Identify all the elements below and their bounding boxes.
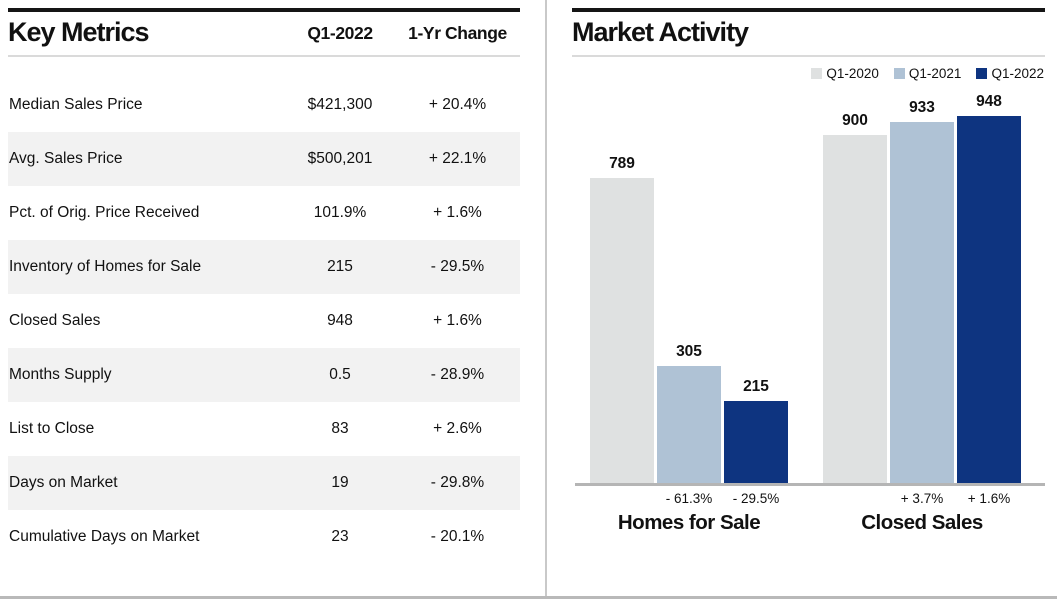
metric-change: - 29.5% — [430, 258, 485, 276]
legend-swatch-icon — [893, 68, 905, 79]
bar-value-label: 789 — [609, 155, 635, 172]
legend-label: Q1-2020 — [826, 66, 879, 81]
table-row: Cumulative Days on Market 23 - 20.1% — [8, 510, 520, 564]
metric-value: 19 — [331, 474, 349, 492]
legend-swatch-icon — [811, 68, 823, 79]
x-axis-line — [575, 483, 1045, 486]
metric-label: Cumulative Days on Market — [9, 528, 200, 546]
bottom-rule — [0, 596, 1057, 599]
bar-rect — [823, 135, 887, 484]
key-metrics-title: Key Metrics — [8, 17, 150, 47]
metric-value: 101.9% — [313, 204, 367, 222]
metric-change: - 20.1% — [430, 528, 485, 546]
bar-chart-plot: 789 305 215 900 933 948 — [572, 0, 1045, 484]
metric-value: 23 — [331, 528, 349, 546]
bar-closed-sales-q1-2020: 900 — [823, 108, 887, 484]
category-label-closed-sales: Closed Sales — [861, 511, 983, 534]
bar-rect — [890, 122, 954, 484]
key-metrics-panel: Key Metrics Q1-2022 1-Yr Change Median S… — [8, 8, 520, 564]
bar-value-label: 933 — [909, 99, 935, 116]
vertical-divider — [545, 0, 547, 599]
bar-rect — [724, 401, 788, 484]
metric-change: + 2.6% — [433, 420, 482, 438]
change-label: - 61.3% — [665, 491, 713, 506]
table-row: Inventory of Homes for Sale 215 - 29.5% — [8, 240, 520, 295]
metric-change: + 1.6% — [433, 312, 482, 330]
metric-label: Inventory of Homes for Sale — [9, 258, 202, 276]
key-metrics-header: Key Metrics Q1-2022 1-Yr Change — [8, 8, 520, 58]
column-header-period: Q1-2022 — [307, 23, 373, 44]
bar-rect — [957, 116, 1021, 484]
legend-item-q1-2021: Q1-2021 — [893, 66, 962, 81]
table-row: Days on Market 19 - 29.8% — [8, 456, 520, 511]
legend-label: Q1-2022 — [991, 66, 1044, 81]
table-row: Avg. Sales Price $500,201 + 22.1% — [8, 132, 520, 187]
metric-value: 948 — [327, 312, 353, 330]
bar-rect — [657, 366, 721, 484]
market-activity-panel: Market Activity Q1-2020 Q1-2021 Q1-2022 … — [572, 0, 1045, 600]
table-row: List to Close 83 + 2.6% — [8, 402, 520, 456]
bar-value-label: 215 — [743, 378, 769, 395]
bar-closed-sales-q1-2021: 933 — [890, 95, 954, 484]
table-row: Months Supply 0.5 - 28.9% — [8, 348, 520, 403]
bar-homes-for-sale-q1-2021: 305 — [657, 339, 721, 484]
metric-value: $500,201 — [307, 150, 373, 168]
bar-closed-sales-q1-2022: 948 — [957, 89, 1021, 484]
change-label: + 1.6% — [967, 491, 1011, 506]
table-row: Pct. of Orig. Price Received 101.9% + 1.… — [8, 186, 520, 240]
metric-value: 83 — [331, 420, 349, 438]
change-label: - 29.5% — [732, 491, 780, 506]
metric-value: 215 — [327, 258, 353, 276]
metric-label: Median Sales Price — [9, 96, 143, 114]
bar-homes-for-sale-q1-2020: 789 — [590, 151, 654, 484]
category-label-homes-for-sale: Homes for Sale — [617, 511, 761, 534]
bar-rect — [590, 178, 654, 484]
metrics-table: Median Sales Price $421,300 + 20.4% Avg.… — [8, 78, 520, 564]
table-row: Closed Sales 948 + 1.6% — [8, 294, 520, 348]
bar-value-label: 900 — [842, 112, 868, 129]
metric-value: 0.5 — [329, 366, 351, 384]
column-headers: Q1-2022 1-Yr Change — [285, 23, 520, 48]
market-activity-title: Market Activity — [572, 17, 749, 47]
legend-item-q1-2022: Q1-2022 — [976, 66, 1044, 81]
metric-change: + 22.1% — [428, 150, 487, 168]
metric-label: Days on Market — [9, 474, 118, 492]
metric-change: + 20.4% — [428, 96, 487, 114]
legend-label: Q1-2021 — [908, 66, 962, 81]
metric-label: Months Supply — [9, 366, 112, 384]
metric-label: Avg. Sales Price — [9, 150, 123, 168]
metric-change: - 28.9% — [430, 366, 485, 384]
bar-homes-for-sale-q1-2022: 215 — [724, 374, 788, 484]
table-row: Median Sales Price $421,300 + 20.4% — [8, 78, 520, 132]
market-activity-header: Market Activity — [572, 8, 1045, 58]
metric-label: Pct. of Orig. Price Received — [9, 204, 200, 222]
change-label: + 3.7% — [900, 491, 944, 506]
metric-label: List to Close — [9, 420, 95, 438]
metric-value: $421,300 — [307, 96, 373, 114]
metric-change: - 29.8% — [430, 474, 485, 492]
legend-swatch-icon — [976, 68, 988, 79]
bar-value-label: 948 — [976, 93, 1002, 110]
metric-label: Closed Sales — [9, 312, 101, 330]
metric-change: + 1.6% — [433, 204, 482, 222]
chart-legend: Q1-2020 Q1-2021 Q1-2022 — [811, 66, 1044, 81]
column-header-change: 1-Yr Change — [408, 23, 507, 44]
bar-value-label: 305 — [676, 343, 702, 360]
legend-item-q1-2020: Q1-2020 — [811, 66, 879, 81]
